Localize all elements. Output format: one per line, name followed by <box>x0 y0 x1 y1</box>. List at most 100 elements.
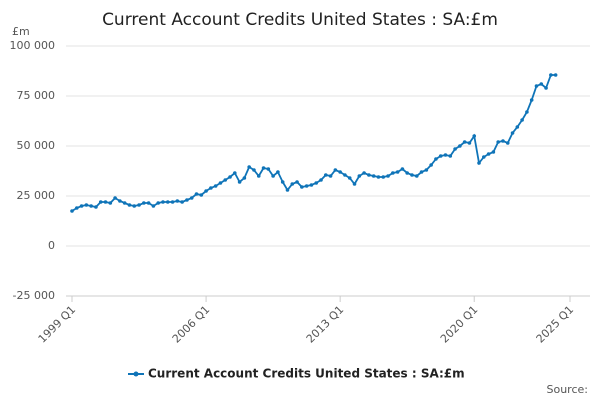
series-line <box>71 74 556 212</box>
data-point <box>242 176 247 180</box>
data-point <box>371 174 376 178</box>
y-tick-label: 50 000 <box>17 139 56 152</box>
data-point <box>338 170 342 174</box>
data-point <box>228 175 232 179</box>
data-point <box>233 171 237 175</box>
legend-label: Current Account Credits United States : … <box>148 367 465 381</box>
data-point <box>151 204 156 208</box>
data-point <box>103 200 108 204</box>
y-tick-label: -25 000 <box>13 289 55 302</box>
data-point <box>505 141 510 145</box>
data-point <box>309 183 314 187</box>
data-point <box>304 184 309 188</box>
data-point <box>438 154 443 158</box>
x-tick-label: 2025 Q1 <box>534 303 577 346</box>
data-point <box>252 168 256 172</box>
data-point <box>386 174 390 178</box>
data-point <box>458 144 462 148</box>
x-tick-label: 2006 Q1 <box>170 303 213 346</box>
data-point <box>223 178 228 182</box>
data-point <box>180 200 184 204</box>
data-point <box>534 84 539 88</box>
data-point <box>472 134 477 138</box>
data-point <box>434 157 438 161</box>
data-point <box>108 201 113 205</box>
data-point <box>362 171 366 175</box>
data-point <box>194 192 199 196</box>
data-point <box>237 180 242 184</box>
data-point <box>280 180 285 184</box>
data-point <box>79 204 84 208</box>
chart-title: Current Account Credits United States : … <box>102 10 498 30</box>
data-point <box>553 73 558 77</box>
data-point <box>477 161 481 165</box>
data-point <box>443 153 448 157</box>
data-point <box>146 201 151 205</box>
data-point <box>448 154 453 158</box>
data-point <box>137 203 141 207</box>
data-point <box>405 171 409 175</box>
data-point <box>462 140 467 144</box>
data-point <box>414 174 419 178</box>
data-point <box>424 168 429 172</box>
y-axis-unit: £m <box>12 25 30 38</box>
legend-marker <box>133 371 139 377</box>
data-point <box>98 200 103 204</box>
data-point <box>70 209 74 213</box>
data-point <box>94 205 98 209</box>
data-point <box>189 196 194 200</box>
data-point <box>343 173 347 177</box>
data-point <box>520 118 524 122</box>
data-point <box>209 186 213 190</box>
data-point <box>529 98 534 102</box>
data-point <box>199 193 204 197</box>
data-point <box>544 86 548 90</box>
data-point <box>261 166 266 170</box>
data-point <box>266 167 271 171</box>
data-point <box>89 204 93 208</box>
data-point <box>491 150 496 154</box>
y-tick-label: 75 000 <box>17 89 56 102</box>
data-point <box>319 178 323 182</box>
data-point <box>333 168 338 172</box>
data-point <box>156 201 160 205</box>
data-point <box>357 174 362 178</box>
data-point <box>118 199 122 203</box>
data-point <box>501 139 505 143</box>
data-point <box>453 147 457 151</box>
data-point <box>482 155 486 159</box>
data-point <box>256 174 261 178</box>
y-tick-label: 100 000 <box>10 39 56 52</box>
x-tick-label: 1999 Q1 <box>36 303 79 346</box>
data-point <box>515 125 520 129</box>
data-point <box>295 180 299 184</box>
data-point <box>204 189 208 193</box>
data-point <box>247 165 251 169</box>
data-point <box>549 73 553 77</box>
data-point <box>347 176 352 180</box>
data-point <box>429 163 433 167</box>
data-point <box>525 110 529 114</box>
x-tick-label: 2013 Q1 <box>304 303 347 346</box>
data-point <box>285 188 290 192</box>
data-point <box>352 182 357 186</box>
data-point <box>395 170 400 174</box>
data-point <box>391 171 395 175</box>
data-point <box>300 185 304 189</box>
data-point <box>84 203 89 207</box>
data-point <box>410 173 414 177</box>
data-point <box>496 140 500 144</box>
data-point <box>323 173 328 177</box>
source: Source: <box>547 383 589 396</box>
data-point <box>539 82 544 86</box>
data-point <box>218 181 223 185</box>
data-point <box>510 131 515 135</box>
data-point <box>127 203 132 207</box>
data-point <box>419 170 424 174</box>
data-point <box>328 174 333 178</box>
data-point <box>113 196 117 200</box>
data-point <box>486 152 491 156</box>
data-point <box>314 181 319 185</box>
data-point <box>271 174 275 178</box>
